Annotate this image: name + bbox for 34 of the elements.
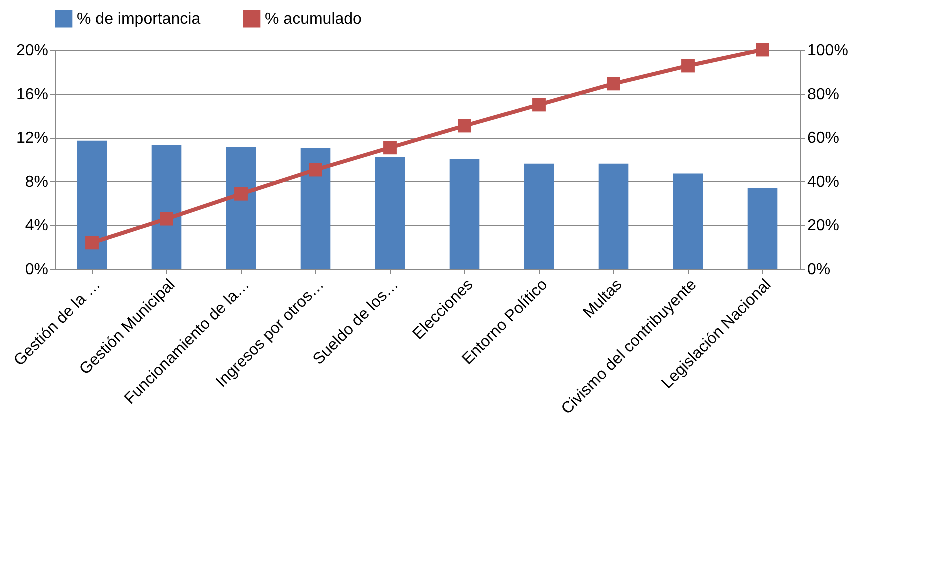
y-tick-label: 0% xyxy=(25,262,48,278)
point xyxy=(682,59,695,73)
legend-label: % acumulado xyxy=(265,11,362,28)
y2-tick-label: 100% xyxy=(808,42,848,60)
point xyxy=(309,163,322,177)
point xyxy=(234,187,248,201)
bar xyxy=(673,174,704,269)
bar xyxy=(748,188,778,269)
y2-tick-label: 60% xyxy=(808,130,840,148)
point xyxy=(756,43,770,57)
legend-label: % de importancia xyxy=(77,11,201,28)
y2-tick-label: 0% xyxy=(808,262,831,278)
y-tick-label: 16% xyxy=(16,86,48,104)
bar xyxy=(300,148,331,269)
y2-tick-label: 20% xyxy=(808,218,840,235)
point xyxy=(532,98,546,112)
point xyxy=(160,212,174,226)
bar xyxy=(524,164,554,269)
bar xyxy=(152,145,182,269)
bar xyxy=(598,164,629,269)
y-tick-label: 8% xyxy=(25,174,48,191)
y2-tick-label: 80% xyxy=(808,86,840,104)
point xyxy=(458,119,472,133)
bar xyxy=(375,157,406,269)
point xyxy=(86,236,99,250)
point xyxy=(607,77,620,91)
y-tick-label: 4% xyxy=(25,218,48,235)
bar xyxy=(77,140,108,269)
y-tick-label: 20% xyxy=(16,42,48,60)
point xyxy=(384,141,397,155)
y2-tick-label: 40% xyxy=(808,174,840,191)
bar xyxy=(450,160,480,269)
y-tick-label: 12% xyxy=(16,130,48,148)
bar xyxy=(226,147,256,269)
